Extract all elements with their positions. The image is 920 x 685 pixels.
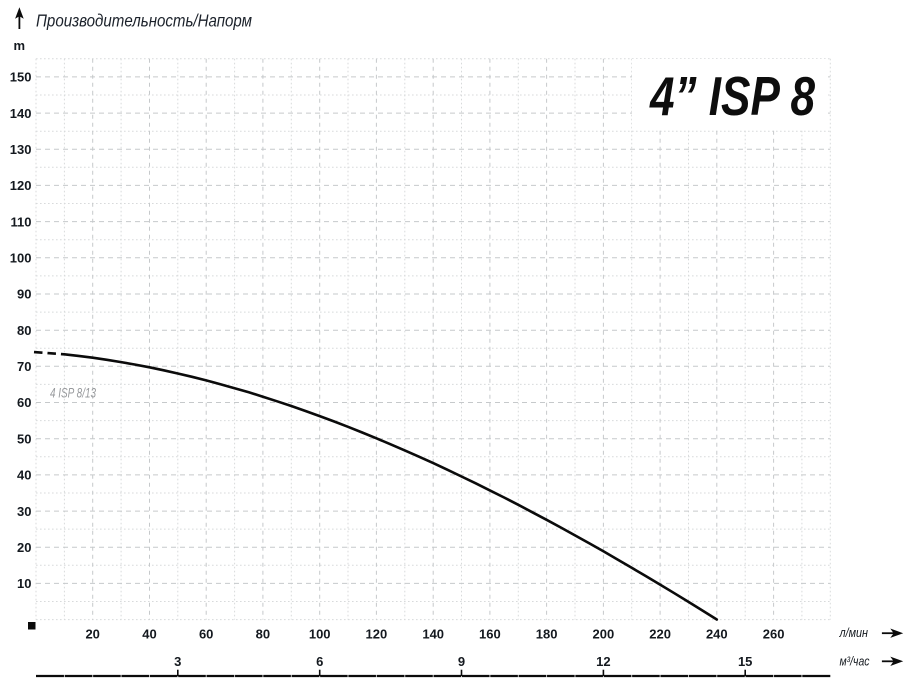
svg-text:90: 90 [17, 287, 31, 302]
svg-text:6: 6 [316, 654, 323, 669]
svg-text:110: 110 [11, 214, 32, 229]
svg-text:220: 220 [649, 627, 671, 642]
svg-text:Производительность/Напорм: Производительность/Напорм [36, 11, 252, 31]
svg-text:130: 130 [10, 142, 32, 157]
svg-text:120: 120 [10, 178, 32, 193]
svg-text:50: 50 [17, 431, 31, 446]
svg-text:260: 260 [763, 627, 785, 642]
svg-text:140: 140 [10, 106, 32, 121]
svg-text:60: 60 [199, 627, 213, 642]
svg-text:140: 140 [422, 627, 444, 642]
svg-text:100: 100 [309, 627, 331, 642]
svg-text:4” ISP 8: 4” ISP 8 [649, 65, 815, 127]
svg-text:15: 15 [738, 654, 752, 669]
svg-text:40: 40 [142, 627, 156, 642]
svg-text:70: 70 [17, 359, 31, 374]
svg-text:20: 20 [85, 627, 99, 642]
svg-text:30: 30 [17, 504, 31, 519]
svg-text:60: 60 [17, 395, 31, 410]
svg-text:12: 12 [596, 654, 610, 669]
svg-text:m: m [14, 38, 26, 53]
svg-text:120: 120 [366, 627, 388, 642]
svg-text:80: 80 [17, 323, 31, 338]
svg-text:м³/час: м³/час [840, 654, 870, 669]
svg-text:4 ISP 8/13: 4 ISP 8/13 [50, 385, 96, 400]
svg-text:9: 9 [458, 654, 465, 669]
svg-text:160: 160 [479, 627, 501, 642]
svg-text:180: 180 [536, 627, 558, 642]
svg-text:л/мин: л/мин [839, 625, 868, 640]
svg-text:100: 100 [10, 251, 32, 266]
svg-text:240: 240 [706, 627, 728, 642]
svg-text:3: 3 [174, 654, 181, 669]
svg-text:40: 40 [17, 468, 31, 483]
svg-text:20: 20 [17, 540, 31, 555]
svg-text:80: 80 [256, 627, 270, 642]
svg-text:200: 200 [593, 627, 615, 642]
svg-text:150: 150 [10, 70, 32, 85]
svg-text:10: 10 [17, 576, 31, 591]
